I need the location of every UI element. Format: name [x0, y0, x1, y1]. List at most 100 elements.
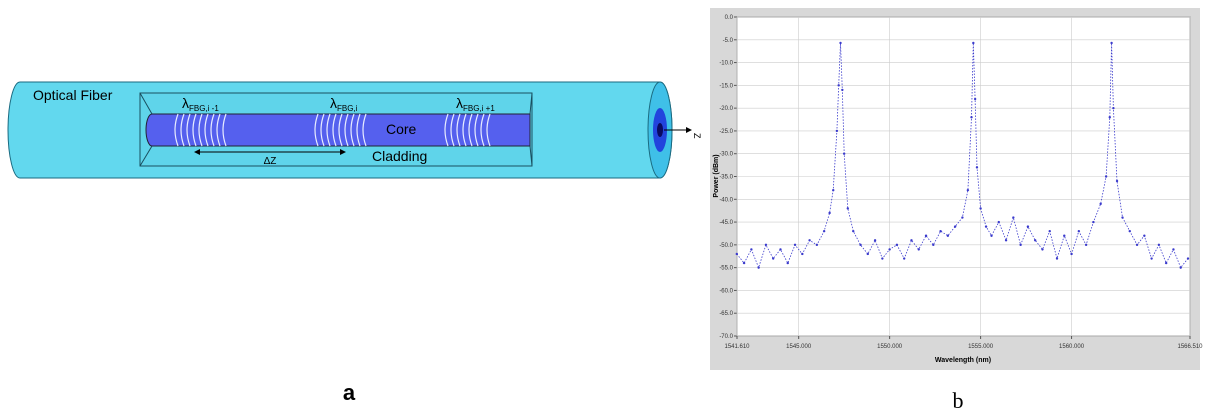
data-point	[836, 130, 838, 132]
data-point	[888, 248, 890, 250]
y-tick-label: -5.0	[723, 38, 734, 44]
y-tick-label: -10.0	[719, 61, 733, 67]
data-point	[1099, 203, 1101, 205]
core-label: Core	[386, 121, 417, 137]
data-point	[1041, 248, 1043, 250]
data-point	[998, 221, 1000, 223]
y-tick-label: -50.0	[719, 243, 733, 249]
data-point	[787, 262, 789, 264]
y-tick-label: -25.0	[719, 129, 733, 135]
data-point	[852, 230, 854, 232]
lambda: λ	[330, 95, 337, 111]
y-tick-label: -20.0	[719, 106, 733, 112]
subscript: FBG,i	[337, 104, 358, 113]
data-point	[967, 189, 969, 191]
data-point	[1180, 266, 1182, 268]
cladding-label: Cladding	[372, 148, 427, 164]
data-point	[1165, 262, 1167, 264]
data-point	[816, 244, 818, 246]
data-point	[976, 166, 978, 168]
data-point	[837, 84, 839, 86]
data-point	[1085, 244, 1087, 246]
subscript: FBG,i +1	[463, 104, 495, 113]
data-point	[970, 116, 972, 118]
data-point	[1109, 116, 1111, 118]
data-point	[808, 239, 810, 241]
data-point	[939, 230, 941, 232]
data-point	[1187, 257, 1189, 259]
z-arrowhead	[686, 127, 692, 133]
data-point	[1143, 235, 1145, 237]
data-point	[979, 207, 981, 209]
lambda: λ	[182, 95, 189, 111]
data-point	[743, 262, 745, 264]
y-tick-label: -15.0	[719, 83, 733, 89]
core	[146, 114, 530, 146]
data-point	[1172, 248, 1174, 250]
data-point	[972, 42, 974, 44]
data-point	[779, 248, 781, 250]
data-point	[1116, 180, 1118, 182]
data-point	[1112, 107, 1114, 109]
data-point	[1136, 244, 1138, 246]
data-point	[932, 244, 934, 246]
data-point	[843, 153, 845, 155]
data-point	[757, 266, 759, 268]
data-point	[974, 98, 976, 100]
x-tick-label: 1560.000	[1059, 344, 1085, 350]
y-tick-label: -55.0	[719, 266, 733, 272]
data-point	[874, 239, 876, 241]
data-point	[910, 239, 912, 241]
data-point	[847, 207, 849, 209]
data-point	[750, 248, 752, 250]
data-point	[1158, 244, 1160, 246]
data-point	[1019, 244, 1021, 246]
y-tick-label: -70.0	[719, 334, 733, 340]
data-point	[1092, 221, 1094, 223]
y-tick-label: -60.0	[719, 288, 733, 294]
data-point	[985, 225, 987, 227]
data-point	[832, 189, 834, 191]
data-point	[881, 257, 883, 259]
data-point	[867, 253, 869, 255]
data-point	[1034, 239, 1036, 241]
caption: b	[953, 388, 964, 413]
data-point	[1078, 230, 1080, 232]
x-tick-label: 1566.510	[1177, 344, 1203, 350]
y-tick-label: -35.0	[719, 175, 733, 181]
core-center	[657, 123, 663, 137]
data-point	[859, 244, 861, 246]
data-point	[1027, 225, 1029, 227]
data-point	[794, 244, 796, 246]
data-point	[736, 253, 738, 255]
data-point	[1049, 230, 1051, 232]
data-point	[896, 244, 898, 246]
figure: Z ΔZ Optical Fiber Core Cladding λFBG,i …	[0, 0, 1209, 416]
y-tick-label: -65.0	[719, 311, 733, 317]
data-point	[990, 235, 992, 237]
data-point	[772, 257, 774, 259]
data-point	[954, 225, 956, 227]
data-point	[823, 230, 825, 232]
data-point	[828, 212, 830, 214]
y-tick-label: 0.0	[725, 15, 734, 21]
data-point	[839, 42, 841, 44]
data-point	[947, 235, 949, 237]
spacing-label: ΔZ	[264, 156, 277, 167]
data-point	[765, 244, 767, 246]
data-point	[1129, 230, 1131, 232]
fiber-diagram: Z ΔZ Optical Fiber Core Cladding λFBG,i …	[8, 82, 702, 405]
data-point	[841, 89, 843, 91]
fiber-label: Optical Fiber	[33, 87, 113, 103]
data-point	[1121, 216, 1123, 218]
x-tick-label: 1541.610	[724, 344, 750, 350]
data-point	[1070, 253, 1072, 255]
x-tick-label: 1545.000	[786, 344, 812, 350]
x-axis-label: Wavelength (nm)	[935, 357, 991, 364]
y-tick-label: -45.0	[719, 220, 733, 226]
data-point	[1110, 42, 1112, 44]
caption: a	[343, 380, 356, 405]
data-point	[1105, 175, 1107, 177]
data-point	[918, 248, 920, 250]
x-tick-label: 1555.000	[968, 344, 994, 350]
